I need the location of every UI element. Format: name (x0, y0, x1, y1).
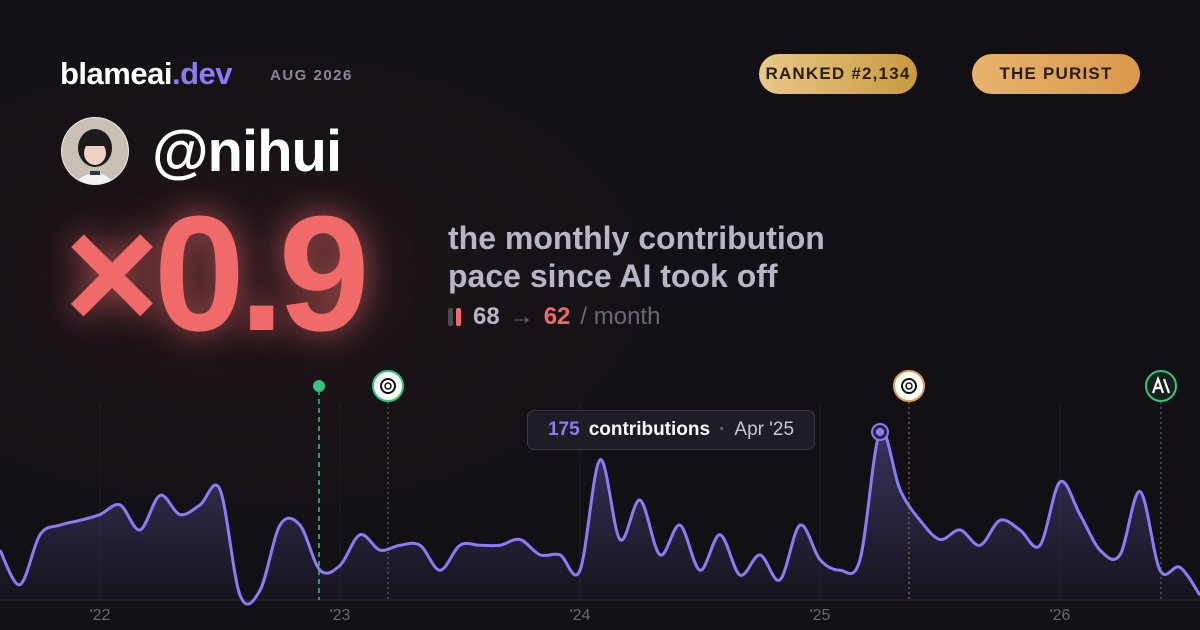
brand: blameai.dev (60, 56, 232, 92)
x-tick-label: '24 (570, 607, 591, 624)
x-tick-label: '22 (90, 607, 111, 624)
pace-arrow: → (509, 303, 534, 330)
tooltip-value: 175 (547, 419, 580, 440)
multiplier: ×0.9 (64, 182, 370, 365)
x-tick-label: '23 (330, 607, 351, 624)
username: @nihui (152, 119, 342, 184)
event-markers (313, 370, 1177, 600)
tooltip-label: contributions (588, 419, 711, 440)
description: the monthly contribution pace since AI t… (448, 219, 825, 295)
brand-tld: .dev (171, 56, 233, 91)
description-line: pace since AI took off (448, 258, 778, 294)
pace-unit: / month (580, 303, 661, 330)
date: AUG 2026 (270, 67, 353, 84)
title-badge: THE PURIST (972, 54, 1140, 94)
tooltip-separator: · (719, 419, 726, 440)
anthropic-icon (1145, 370, 1177, 402)
openai-icon (893, 370, 925, 402)
area-fill (0, 430, 1200, 605)
description-line: the monthly contribution (448, 220, 825, 256)
x-tick-label: '26 (1050, 607, 1071, 624)
x-tick-label: '25 (810, 607, 831, 624)
highlight-dot (876, 428, 884, 436)
event-dot (313, 380, 325, 392)
rank-badge: RANKED #2,134 (759, 54, 917, 94)
avatar (61, 117, 129, 185)
tooltip-date: Apr '25 (734, 419, 795, 440)
brand-name: blameai (60, 56, 172, 91)
tooltip: 175 contributions · Apr '25 (527, 410, 815, 450)
pace: 68 → 62 / month (448, 303, 660, 331)
openai-icon (372, 370, 404, 402)
pace-icon (448, 308, 461, 326)
pace-from: 68 (473, 303, 500, 330)
line (0, 428, 1200, 606)
pace-to: 62 (543, 303, 571, 330)
